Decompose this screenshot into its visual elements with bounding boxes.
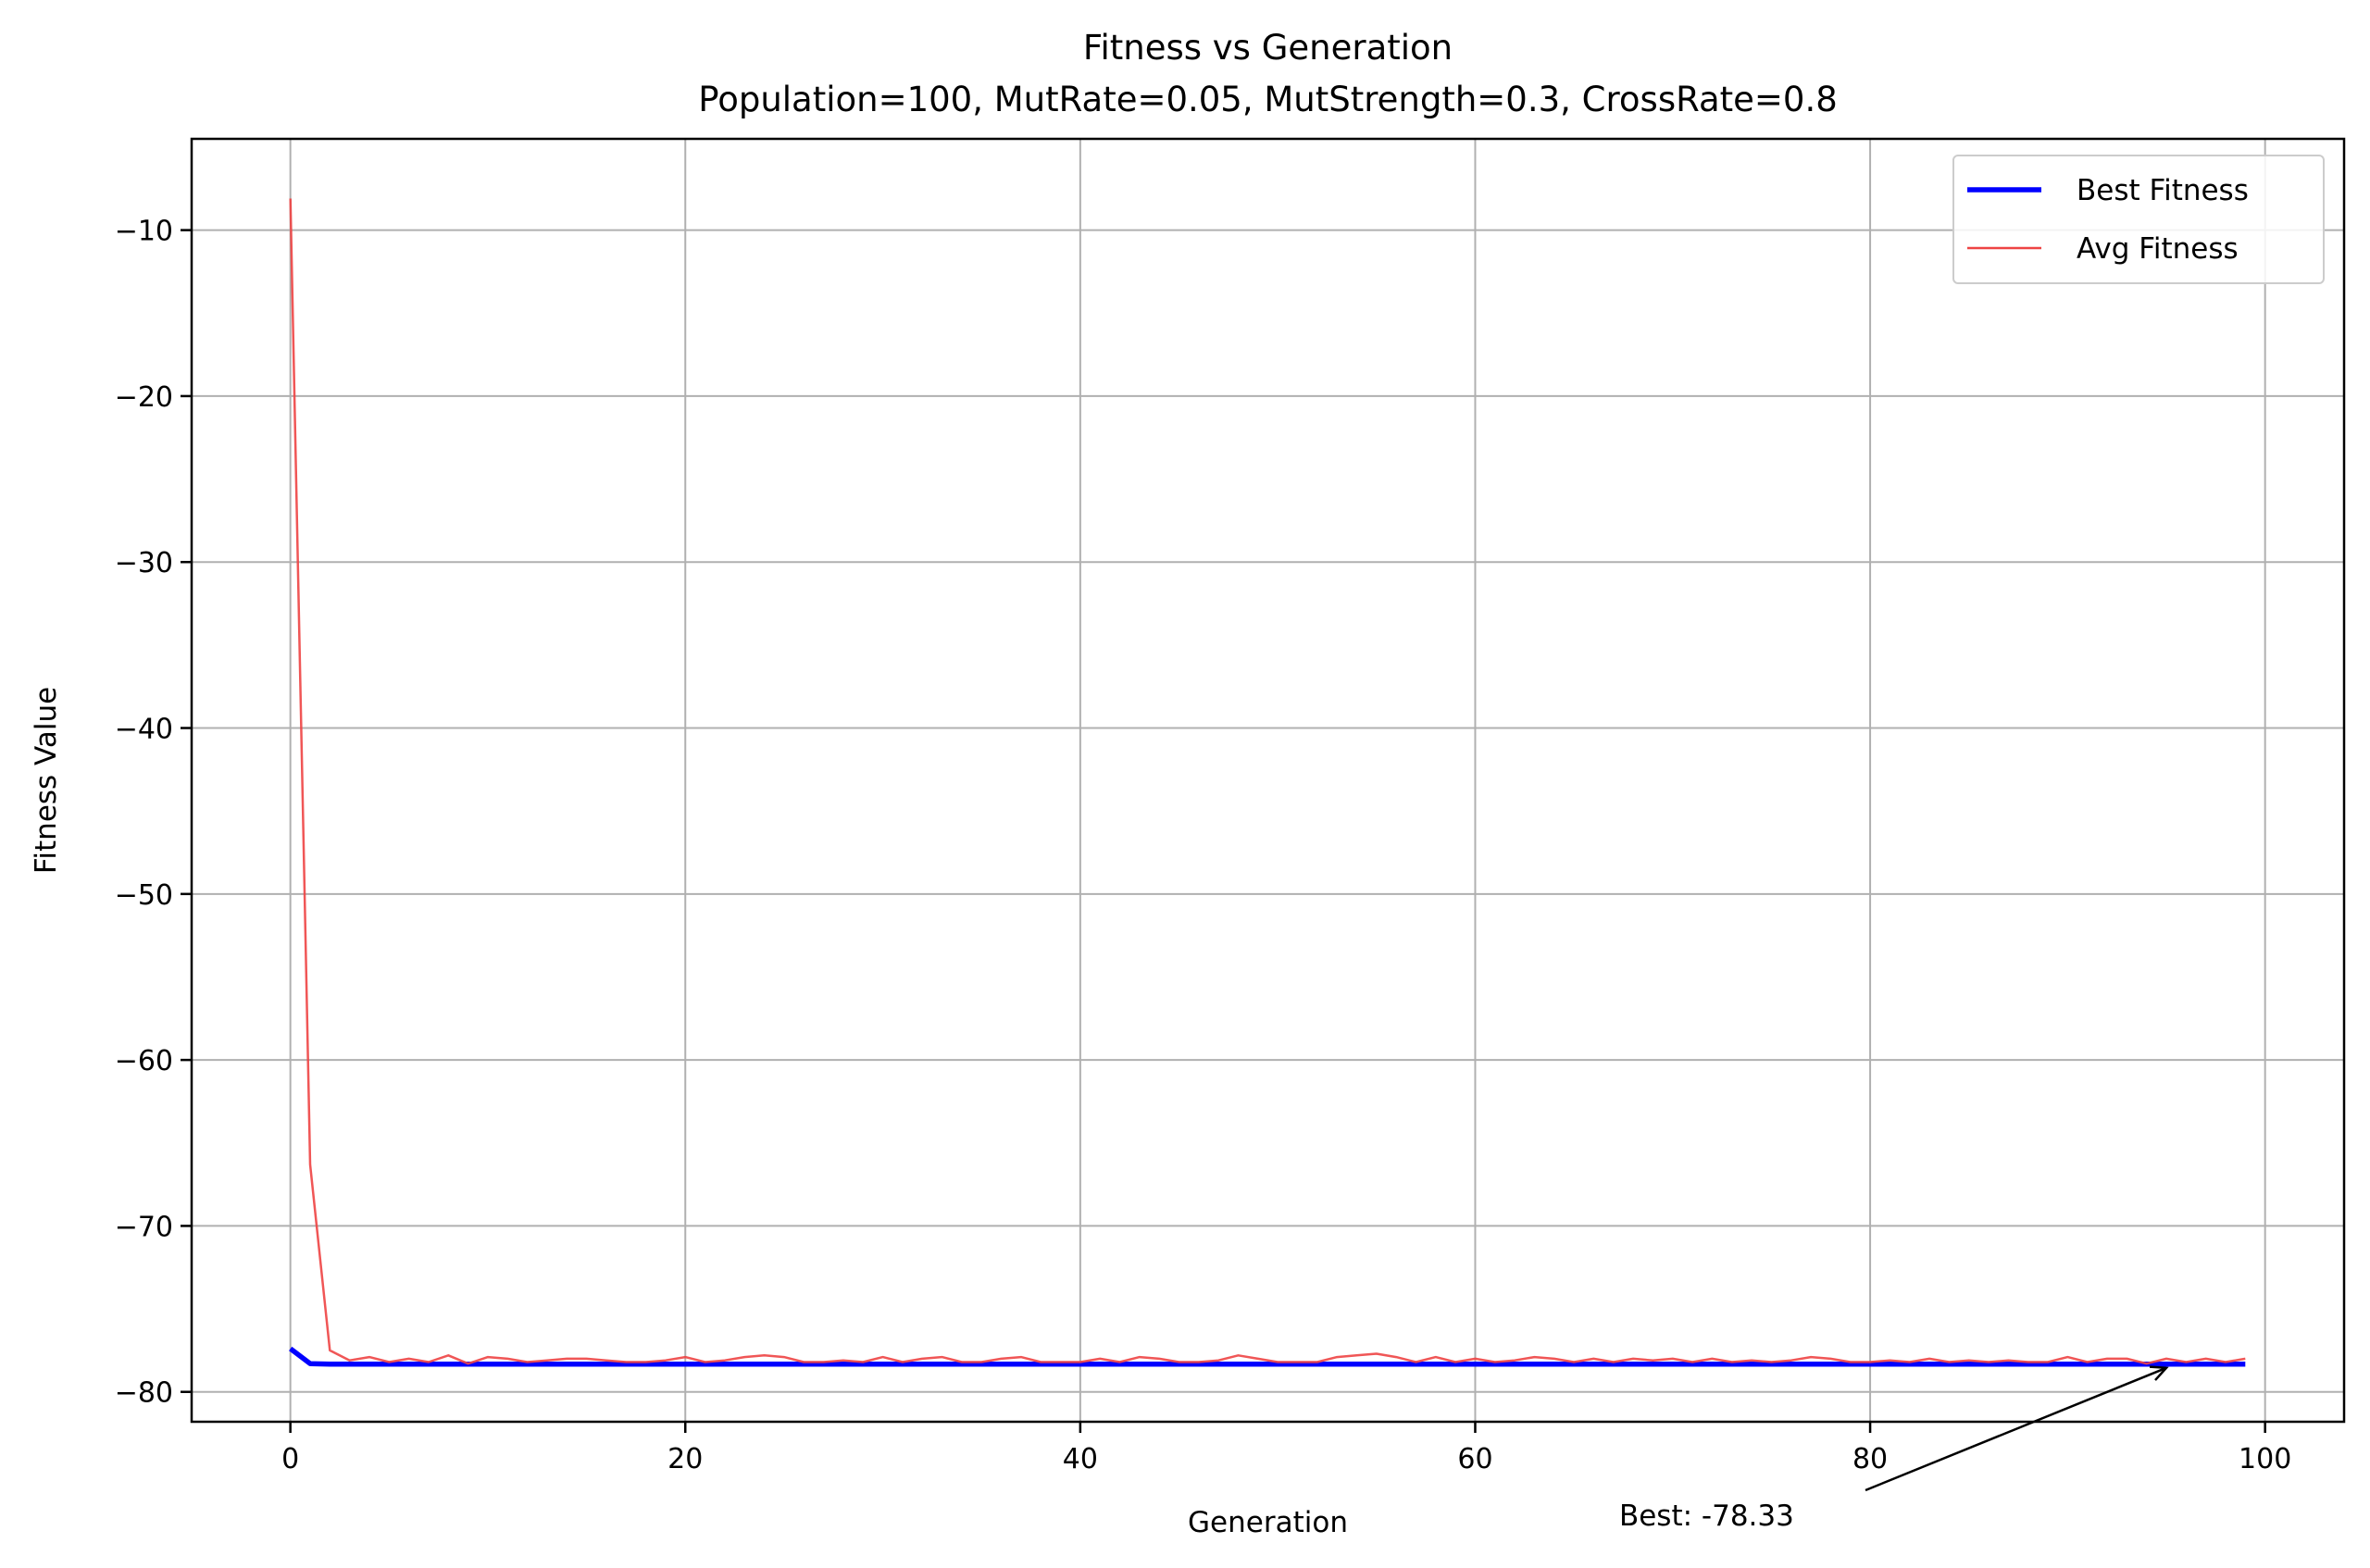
annotation-arrow-head: [2150, 1365, 2169, 1381]
series-layer: [289, 198, 2246, 1367]
chart-title: Fitness vs Generation: [1083, 28, 1453, 68]
x-axis-label: Generation: [1188, 1506, 1348, 1539]
y-tick-label: −70: [115, 1211, 173, 1243]
y-tick-label: −40: [115, 714, 173, 746]
y-tick-label: −60: [115, 1045, 173, 1077]
legend-box: [1952, 155, 2325, 284]
y-tick-label: −80: [115, 1377, 173, 1410]
x-tick-label: 100: [2239, 1443, 2291, 1475]
x-tick-label: 20: [667, 1443, 703, 1475]
x-tick-label: 40: [1063, 1443, 1098, 1475]
legend-label-avg-fitness: Avg Fitness: [2077, 232, 2239, 266]
grid: [192, 139, 2344, 1422]
legend-label-best-fitness: Best Fitness: [2077, 174, 2249, 207]
series-line-avg-fitness: [289, 198, 2246, 1365]
annotation-arrow: [1865, 1366, 2167, 1492]
x-tick-label: 0: [281, 1443, 299, 1475]
y-tick-label: −50: [115, 879, 173, 912]
axes-frame: [190, 137, 2346, 1424]
chart-subtitle: Population=100, MutRate=0.05, MutStrengt…: [698, 80, 1838, 119]
y-tick-label: −10: [115, 216, 173, 248]
series-line-best-fitness: [289, 1346, 2246, 1367]
legend: Best Fitness Avg Fitness: [1952, 155, 2325, 284]
ticks: 0 20 40 60 80 100 −10 −20 −30 −40 −50 −60 −70 −80: [115, 216, 2292, 1475]
x-tick-label: 60: [1457, 1443, 1492, 1475]
y-tick-label: −20: [115, 381, 173, 414]
y-axis-label: Fitness Value: [30, 687, 63, 874]
x-tick-label: 80: [1852, 1443, 1888, 1475]
best-annotation: Best: -78.33: [1619, 1365, 2169, 1533]
y-tick-label: −30: [115, 547, 173, 579]
annotation-text: Best: -78.33: [1619, 1500, 1794, 1533]
